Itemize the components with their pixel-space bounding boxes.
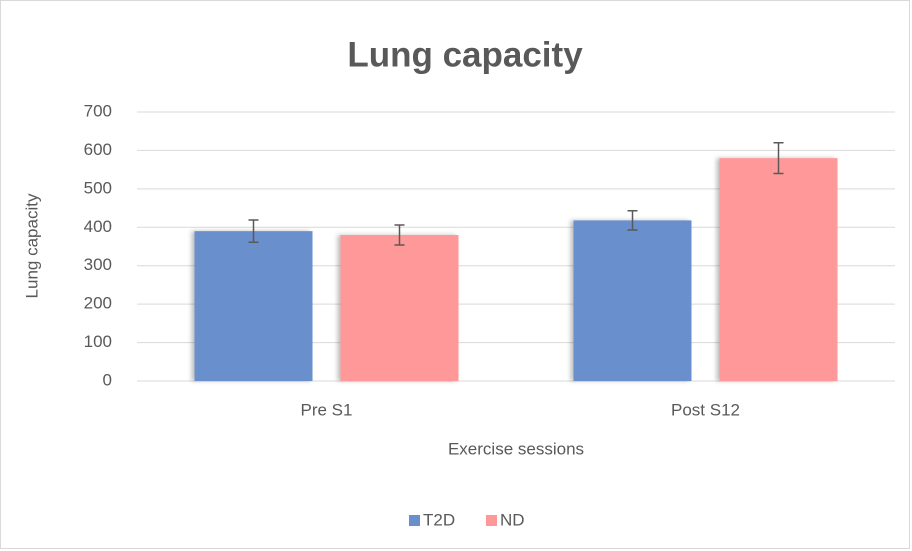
bar [194,231,313,381]
error-bar [248,219,259,244]
error-bar [627,210,638,231]
y-tick-label: 500 [84,178,112,197]
error-bar [773,141,784,175]
y-tick-label: 0 [103,370,112,389]
bar [719,158,838,381]
chart-title: Lung capacity [347,35,583,74]
x-tick-label: Post S12 [671,400,740,419]
y-tick-label: 600 [84,140,112,159]
x-axis-label: Exercise sessions [448,439,584,458]
error-bar [394,224,405,246]
y-tick-label: 700 [84,101,112,120]
bar [340,234,459,381]
y-tick-label: 100 [84,332,112,351]
bar [573,220,692,381]
legend-swatch [486,515,497,526]
y-tick-label: 200 [84,294,112,313]
y-tick-label: 300 [84,255,112,274]
legend-swatch [409,515,420,526]
y-axis-label: Lung capacity [22,193,41,298]
legend-label: T2D [423,510,455,529]
legend-label: ND [500,510,525,529]
y-tick-label: 400 [84,217,112,236]
x-tick-label: Pre S1 [301,400,353,419]
